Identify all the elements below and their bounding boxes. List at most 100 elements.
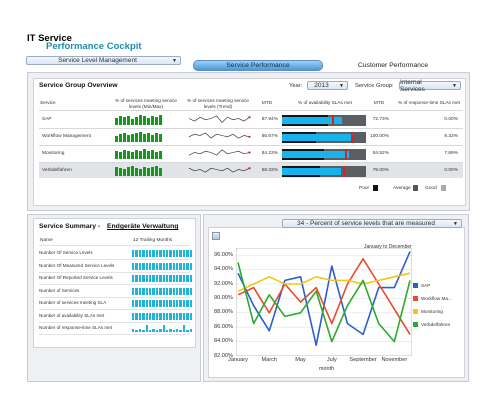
bar xyxy=(152,275,155,282)
trend-line xyxy=(188,132,250,139)
bar xyxy=(145,275,148,282)
summary-service-link[interactable]: Endgeräte Verwaltung xyxy=(107,223,179,230)
service-name[interactable]: Monitoring xyxy=(42,151,65,156)
service-name[interactable]: Workflow Management xyxy=(42,134,91,139)
availability-mtd: 72.73% xyxy=(372,117,389,122)
mtd-value: 58.33% xyxy=(261,168,278,173)
bar xyxy=(115,167,118,176)
bar xyxy=(165,275,169,282)
summary-col-name: Name xyxy=(40,238,53,243)
trend-sparkline xyxy=(188,167,251,173)
bar xyxy=(159,250,162,257)
bar xyxy=(169,262,172,270)
bar xyxy=(182,262,186,270)
bar xyxy=(176,312,179,320)
bar xyxy=(186,250,189,257)
bar xyxy=(162,300,165,307)
bar xyxy=(155,275,159,282)
chevron-down-icon: ▼ xyxy=(452,82,457,89)
bar xyxy=(148,287,152,295)
response-value: 0.00% xyxy=(444,117,458,122)
tab-service-performance[interactable]: Service Performance xyxy=(193,60,323,71)
bar xyxy=(155,330,159,332)
bar xyxy=(145,250,148,257)
min-max-bars xyxy=(115,149,179,159)
bar xyxy=(139,169,142,176)
trend-sparkline xyxy=(188,115,251,123)
bar xyxy=(155,166,158,176)
bar xyxy=(142,312,145,320)
legend-swatch xyxy=(413,309,418,314)
service-group-select[interactable]: Internal Services ▼ xyxy=(399,78,461,93)
bar xyxy=(123,169,126,176)
bar xyxy=(159,134,162,142)
navigation-select-value: Service Level Management xyxy=(58,57,137,64)
legend-label: Poor xyxy=(359,186,370,191)
bar xyxy=(182,312,186,320)
series-line-1 xyxy=(237,258,411,335)
series-line-3 xyxy=(237,262,411,343)
availability-bar xyxy=(282,149,366,160)
bar xyxy=(119,168,122,176)
overview-content xyxy=(33,78,466,206)
response-value: 0.00% xyxy=(444,168,458,173)
chevron-down-icon: ▼ xyxy=(172,57,177,64)
bar xyxy=(165,250,169,257)
legend-label: Workflow Ma... xyxy=(421,296,452,301)
bar xyxy=(152,287,155,295)
bar xyxy=(176,287,179,295)
bar xyxy=(159,168,162,176)
legend-label: SAP xyxy=(421,283,431,288)
navigation-select[interactable]: Service Level Management ▼ xyxy=(26,56,181,65)
bar xyxy=(179,262,182,270)
bar xyxy=(165,287,169,295)
bar xyxy=(159,151,162,159)
bar xyxy=(143,134,146,142)
bar xyxy=(159,329,162,332)
bar xyxy=(138,312,142,320)
chart-title: January to December xyxy=(364,244,412,250)
bar xyxy=(169,287,172,295)
year-select[interactable]: 2013 ▼ xyxy=(307,81,348,90)
trend-end-marker xyxy=(248,135,251,138)
x-tick-label: July xyxy=(326,357,337,363)
service-name[interactable]: SAP xyxy=(42,117,52,122)
y-tick-label: 96.00% xyxy=(214,251,233,258)
bar xyxy=(165,330,169,332)
service-group-select-value: Internal Services xyxy=(400,78,425,93)
bar xyxy=(162,312,165,320)
row-divider xyxy=(39,162,463,163)
chart-options-button[interactable] xyxy=(212,232,220,240)
bar xyxy=(186,275,189,282)
bar xyxy=(189,312,193,320)
service-name[interactable]: Verbdelfahren xyxy=(42,168,72,173)
summary-col-trailing: 12 Trailing Months xyxy=(133,238,173,243)
measure-select-value: 34 - Percent of service levels that are … xyxy=(296,220,435,227)
summary-row-label: Number Of Measured Service Levels xyxy=(39,262,115,268)
min-max-bars xyxy=(115,132,179,142)
chevron-down-icon: ▼ xyxy=(453,220,458,227)
bar xyxy=(189,287,193,295)
bar xyxy=(148,275,152,282)
bar xyxy=(135,262,138,270)
bar xyxy=(169,329,172,332)
bar xyxy=(155,300,159,307)
tab-customer-performance[interactable]: Customer Performance xyxy=(357,62,429,69)
col-header-pct-trend: % of services meeting service levels (Tr… xyxy=(186,98,249,109)
row-divider xyxy=(39,110,463,111)
bar xyxy=(142,275,145,282)
bar xyxy=(132,312,135,320)
summary-content xyxy=(33,218,196,348)
trend-line xyxy=(188,167,250,173)
bar xyxy=(142,300,145,307)
measure-select[interactable]: 34 - Percent of service levels that are … xyxy=(282,219,462,228)
x-tick-label: January xyxy=(228,357,248,363)
bar xyxy=(155,250,159,257)
bar xyxy=(179,250,182,257)
bar xyxy=(155,133,158,142)
bar xyxy=(162,250,165,257)
availability-mtd: 84.52% xyxy=(372,151,389,156)
bar xyxy=(182,275,186,282)
bar xyxy=(151,150,154,159)
col-header-pct-min-max: % of services meeting service levels (Mi… xyxy=(114,98,177,109)
